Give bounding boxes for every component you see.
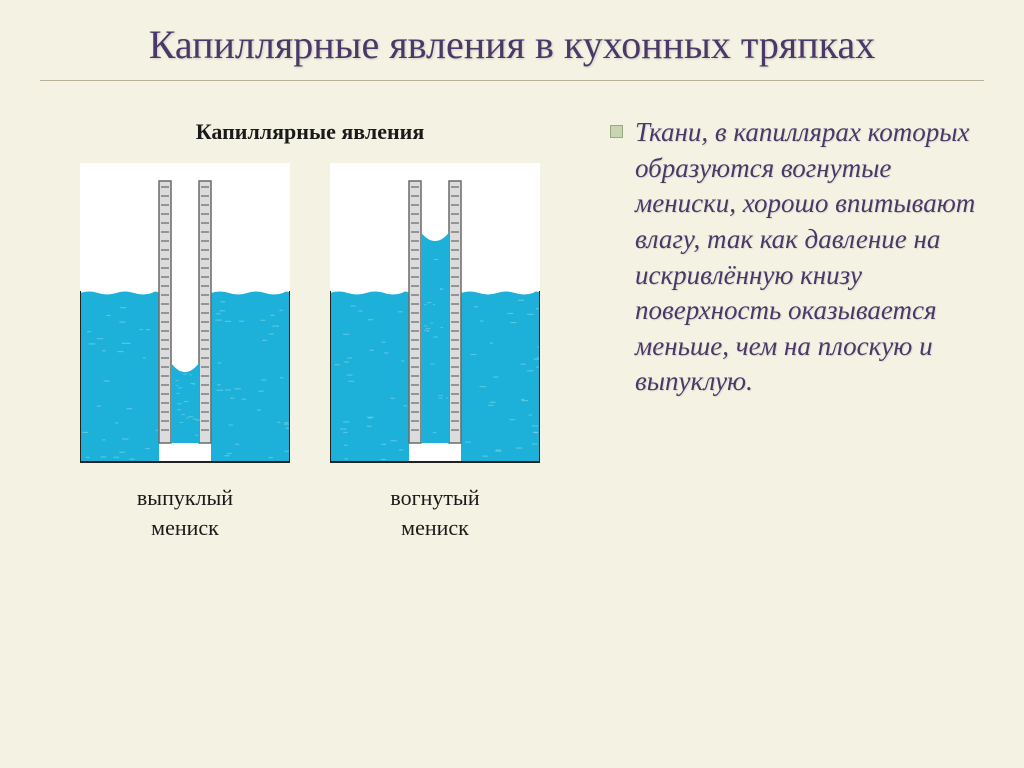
label-convex: выпуклыймениск (137, 483, 233, 542)
bullet-item: Ткани, в капиллярах которых образуются в… (610, 115, 984, 400)
square-bullet-icon (610, 125, 623, 138)
slide-title: Капиллярные явления в кухонных тряпках (40, 20, 984, 81)
diagram-panel: Капиллярные явления выпуклыймениск вогну… (40, 109, 580, 542)
content-row: Капиллярные явления выпуклыймениск вогну… (40, 109, 984, 542)
diagram-heading: Капиллярные явления (40, 119, 580, 145)
label-concave: вогнутыймениск (390, 483, 479, 542)
diagram-pair: выпуклыймениск вогнутыймениск (40, 163, 580, 542)
diagram-concave: вогнутыймениск (330, 163, 540, 542)
capillary-concave-svg (330, 163, 540, 463)
text-panel: Ткани, в капиллярах которых образуются в… (610, 109, 984, 400)
slide: Капиллярные явления в кухонных тряпках К… (0, 0, 1024, 768)
body-paragraph: Ткани, в капиллярах которых образуются в… (635, 115, 984, 400)
diagram-convex: выпуклыймениск (80, 163, 290, 542)
capillary-convex-svg (80, 163, 290, 463)
